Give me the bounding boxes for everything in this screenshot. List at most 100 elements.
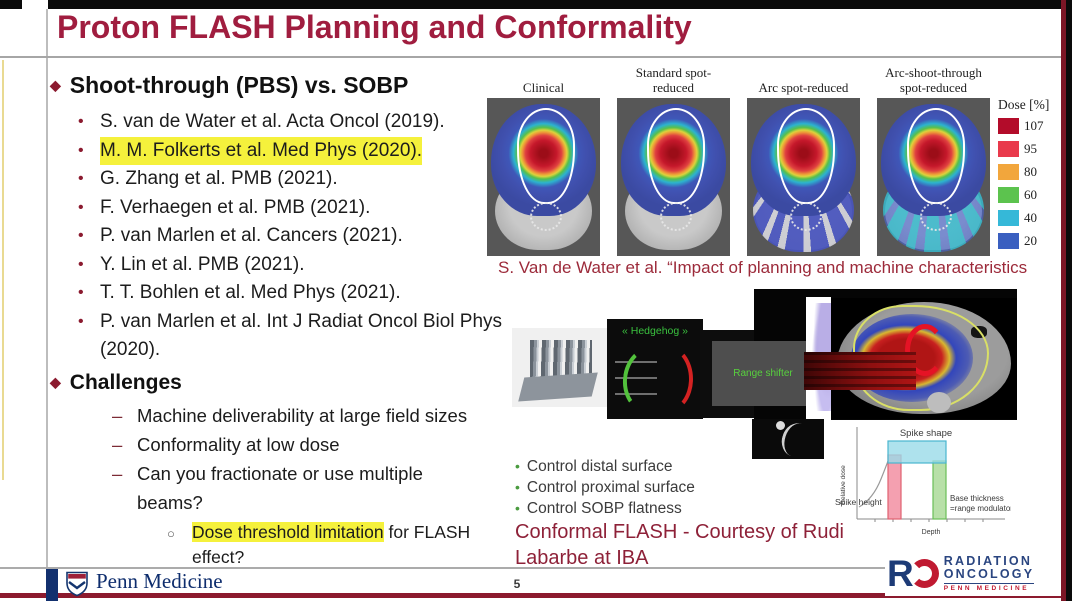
panel-line [615,361,657,363]
spike-shape-label: Spike shape [900,428,952,439]
legend-value: 20 [1024,233,1037,248]
figure-caption: Clinical [522,80,565,96]
target-contour [907,108,965,204]
dash-bullet-icon: – [112,462,123,484]
proton-beam [804,352,916,390]
xray-thumbnail [752,419,824,459]
figure-arc: Arc spot-reduced [747,63,860,256]
list-item: • F. Verhaegen et al. PMB (2021). [48,194,510,223]
reference-list: • S. van de Water et al. Acta Oncol (2019… [48,108,510,365]
section-heading-row: ◆ Shoot-through (PBS) vs. SOBP [48,72,510,99]
green-bullet-icon: • [515,458,520,474]
legend-swatch [998,210,1019,226]
ct-dose-image [487,98,600,256]
control-text: Control proximal surface [526,479,695,496]
hedgehog-3d-print-photo [512,328,608,407]
hedgehog-label: « Hedgehog » [622,325,688,337]
figure-caption: Arc-shoot-through spot-reduced [885,65,982,96]
green-bullet-icon: • [515,500,520,516]
legend-swatch [998,233,1019,249]
reference-text: G. Zhang et al. PMB (2021). [100,168,338,189]
legend-swatch [998,118,1019,134]
figure-caption: Standard spot-reduced [635,65,712,96]
challenges-heading-row: ◆ Challenges [48,371,510,395]
ro-logo-text: RADIATION ONCOLOGY PENN MEDICINE [943,553,1035,592]
dash-bullet-icon: – [112,433,123,455]
ro-logo-crescent-icon [909,559,939,588]
ct-dose-image [617,98,730,256]
conformal-flash-caption: Conformal FLASH - Courtesy of Rudi Labar… [515,521,845,569]
list-item: • M. M. Folkerts et al. Med Phys (2020). [48,136,510,165]
brainstem-contour [660,202,692,231]
panel-line [615,393,657,395]
dash-bullet-icon: – [112,404,123,426]
ct-dose-image [877,98,990,256]
footer-divider [0,567,1061,569]
legend-value: 107 [1024,118,1044,133]
reference-text: P. van Marlen et al. Int J Radiat Oncol … [100,310,503,361]
legend-title: Dose [%] [998,97,1050,112]
y-axis-label: Relative dose [840,465,847,505]
legend-value: 60 [1024,187,1037,202]
ro-line1: RADIATION [943,553,1033,568]
page-number: 5 [513,577,521,591]
list-item: • T. T. Bohlen et al. Med Phys (2021). [48,279,510,308]
ro-line2: ONCOLOGY [943,566,1035,581]
challenge-text: Conformality at low dose [137,433,340,455]
right-border [1066,0,1072,601]
left-guide-line [46,9,48,567]
diamond-bullet-icon: ◆ [50,374,61,390]
green-bullet-icon: • [515,479,520,495]
right-accent-line [1061,0,1066,601]
ct-dose-image [747,98,860,256]
bullet-icon: • [78,198,84,216]
spine [927,392,951,413]
figure-caption: Arc spot-reduced [758,80,849,96]
legend-swatch [998,164,1019,180]
spike-height-label: Spike height [835,497,882,507]
reference-text: F. Verhaegen et al. PMB (2021). [100,196,371,218]
sub-challenge-text: Dose threshold limitation for FLASH effe… [192,520,510,570]
brainstem-contour [530,202,562,231]
legend-entry: 80 [998,164,1049,180]
figure-citation: S. Van de Water et al. “Impact of planni… [498,258,1028,277]
bullet-icon: • [78,312,84,330]
figure-arc-shoot-through: Arc-shoot-through spot-reduced [877,63,990,256]
list-item: • S. van de Water et al. Acta Oncol (2019… [48,108,510,137]
bullet-icon: • [78,284,84,301]
target-contour [647,108,705,204]
list-item: – Conformality at low dose [48,430,510,459]
hedgehog-base [518,372,598,402]
challenge-text: Can you fractionate or use multiple beam… [137,462,423,513]
list-item: – Can you fractionate or use multiple bea… [48,459,510,517]
legend-entry: 40 [998,210,1049,226]
challenges-heading: Challenges [69,370,182,394]
circle-bullet-icon: ○ [167,525,175,541]
diamond-bullet-icon: ◆ [50,77,61,93]
bullet-icon: • [78,113,84,130]
control-text: Control distal surface [526,458,673,475]
reference-text: T. T. Bohlen et al. Med Phys (2021). [100,282,401,303]
bullet-icon: • [78,227,84,244]
bottom-accent-line [0,593,1061,598]
legend-entry: 95 [998,141,1049,157]
brainstem-contour [920,202,952,231]
top-border [0,0,1072,9]
left-column: ◆ Shoot-through (PBS) vs. SOBP • S. van d… [48,72,510,570]
target-contour [517,108,575,204]
list-item: • Control proximal surface [515,477,695,498]
challenge-text: Machine deliverability at large field si… [137,404,468,426]
top-border-notch [22,0,48,9]
list-item: • G. Zhang et al. PMB (2021). [48,165,510,194]
legend-entry: 107 [998,118,1049,134]
dose-legend: Dose [%] 107 95 80 60 40 20 [998,97,1049,256]
figure-standard: Standard spot-reduced [617,63,730,256]
list-item: • P. van Marlen et al. Int J Radiat Oncol… [48,308,510,365]
legend-swatch [998,187,1019,203]
bullet-icon: • [78,141,84,159]
x-axis-label: Depth [922,529,941,536]
dose-comparison-panel: Clinical Standard spot-reduced Arc spot-… [487,63,990,256]
range-modulator-label: =range modulator [950,504,1011,513]
sub-challenge-rest: for FLASH effect? [192,521,471,567]
legend-entry: 20 [998,233,1049,249]
